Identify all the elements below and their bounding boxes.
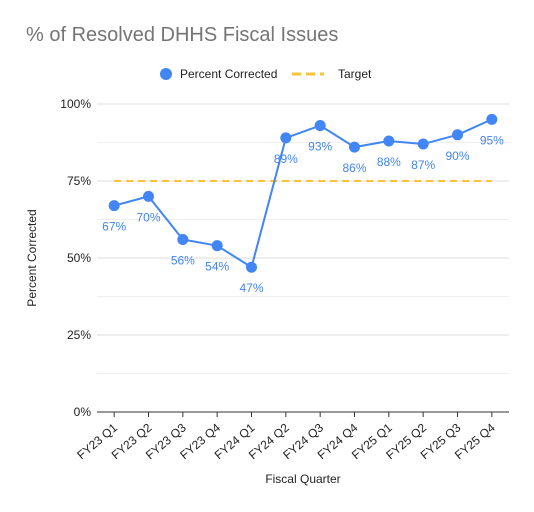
percent-corrected-series [108, 113, 498, 273]
data-point [177, 234, 189, 246]
data-label: 54% [205, 260, 229, 274]
data-label: 95% [480, 133, 504, 147]
y-tick-label: 25% [67, 328, 91, 342]
data-point [349, 141, 360, 153]
y-tick-label: 75% [67, 174, 91, 188]
legend-label-percent-corrected: Percent Corrected [180, 67, 277, 81]
y-tick-label: 50% [67, 251, 91, 265]
data-labels: 67% 70% 56% 54% 47% 89% 93% 86% 88% 87% 90% 95% [102, 133, 504, 295]
chart-title: % of Resolved DHHS Fiscal Issues [26, 24, 339, 46]
y-tick-label: 0% [74, 405, 92, 419]
data-label: 93% [308, 140, 332, 154]
legend-marker-percent-corrected [160, 68, 172, 80]
data-point [108, 200, 120, 212]
data-label: 70% [136, 210, 160, 224]
data-point [452, 129, 463, 141]
data-label: 87% [411, 158, 435, 172]
data-point [417, 138, 429, 150]
data-label: 56% [171, 254, 195, 268]
legend: Percent Corrected Target [160, 67, 372, 81]
data-point [383, 135, 395, 147]
y-axis-title: Percent Corrected [25, 209, 39, 306]
data-label: 89% [274, 152, 298, 166]
data-point [280, 132, 292, 144]
legend-label-target: Target [338, 67, 372, 81]
data-point [314, 120, 326, 132]
data-label: 90% [445, 149, 469, 163]
data-point [486, 113, 498, 125]
series-line [113, 118, 493, 269]
data-label: 67% [102, 220, 126, 234]
data-point [143, 190, 154, 202]
x-axis-title: Fiscal Quarter [265, 472, 340, 486]
data-point [211, 240, 223, 252]
data-point [246, 261, 257, 273]
y-tick-label: 100% [60, 97, 91, 111]
data-label: 86% [342, 161, 366, 175]
data-label: 88% [377, 155, 401, 169]
data-label: 47% [239, 281, 263, 295]
